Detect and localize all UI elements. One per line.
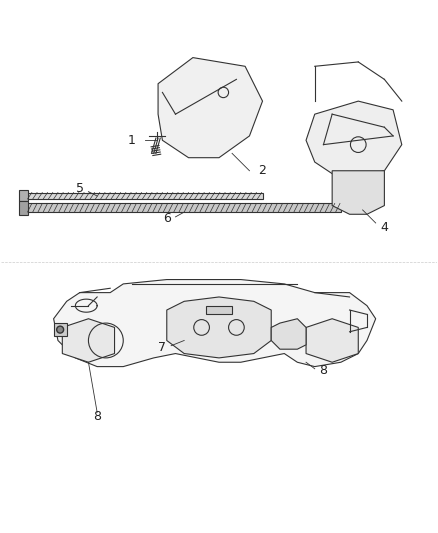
Polygon shape <box>53 323 67 336</box>
Text: 5: 5 <box>76 182 84 195</box>
Polygon shape <box>53 279 376 367</box>
Polygon shape <box>158 58 262 158</box>
Text: 6: 6 <box>163 212 171 225</box>
Polygon shape <box>332 171 385 214</box>
Polygon shape <box>167 297 271 358</box>
Text: 1: 1 <box>128 134 136 147</box>
Text: 7: 7 <box>159 341 166 353</box>
Polygon shape <box>19 201 28 215</box>
Text: 8: 8 <box>93 410 101 423</box>
Text: 4: 4 <box>381 221 389 234</box>
Polygon shape <box>206 305 232 314</box>
FancyBboxPatch shape <box>23 204 341 212</box>
Polygon shape <box>271 319 306 349</box>
Polygon shape <box>19 190 28 201</box>
Circle shape <box>57 326 64 333</box>
Text: 8: 8 <box>319 365 328 377</box>
Text: 2: 2 <box>258 164 266 177</box>
Polygon shape <box>306 319 358 362</box>
Polygon shape <box>62 319 115 362</box>
FancyBboxPatch shape <box>23 192 262 199</box>
Polygon shape <box>306 101 402 180</box>
